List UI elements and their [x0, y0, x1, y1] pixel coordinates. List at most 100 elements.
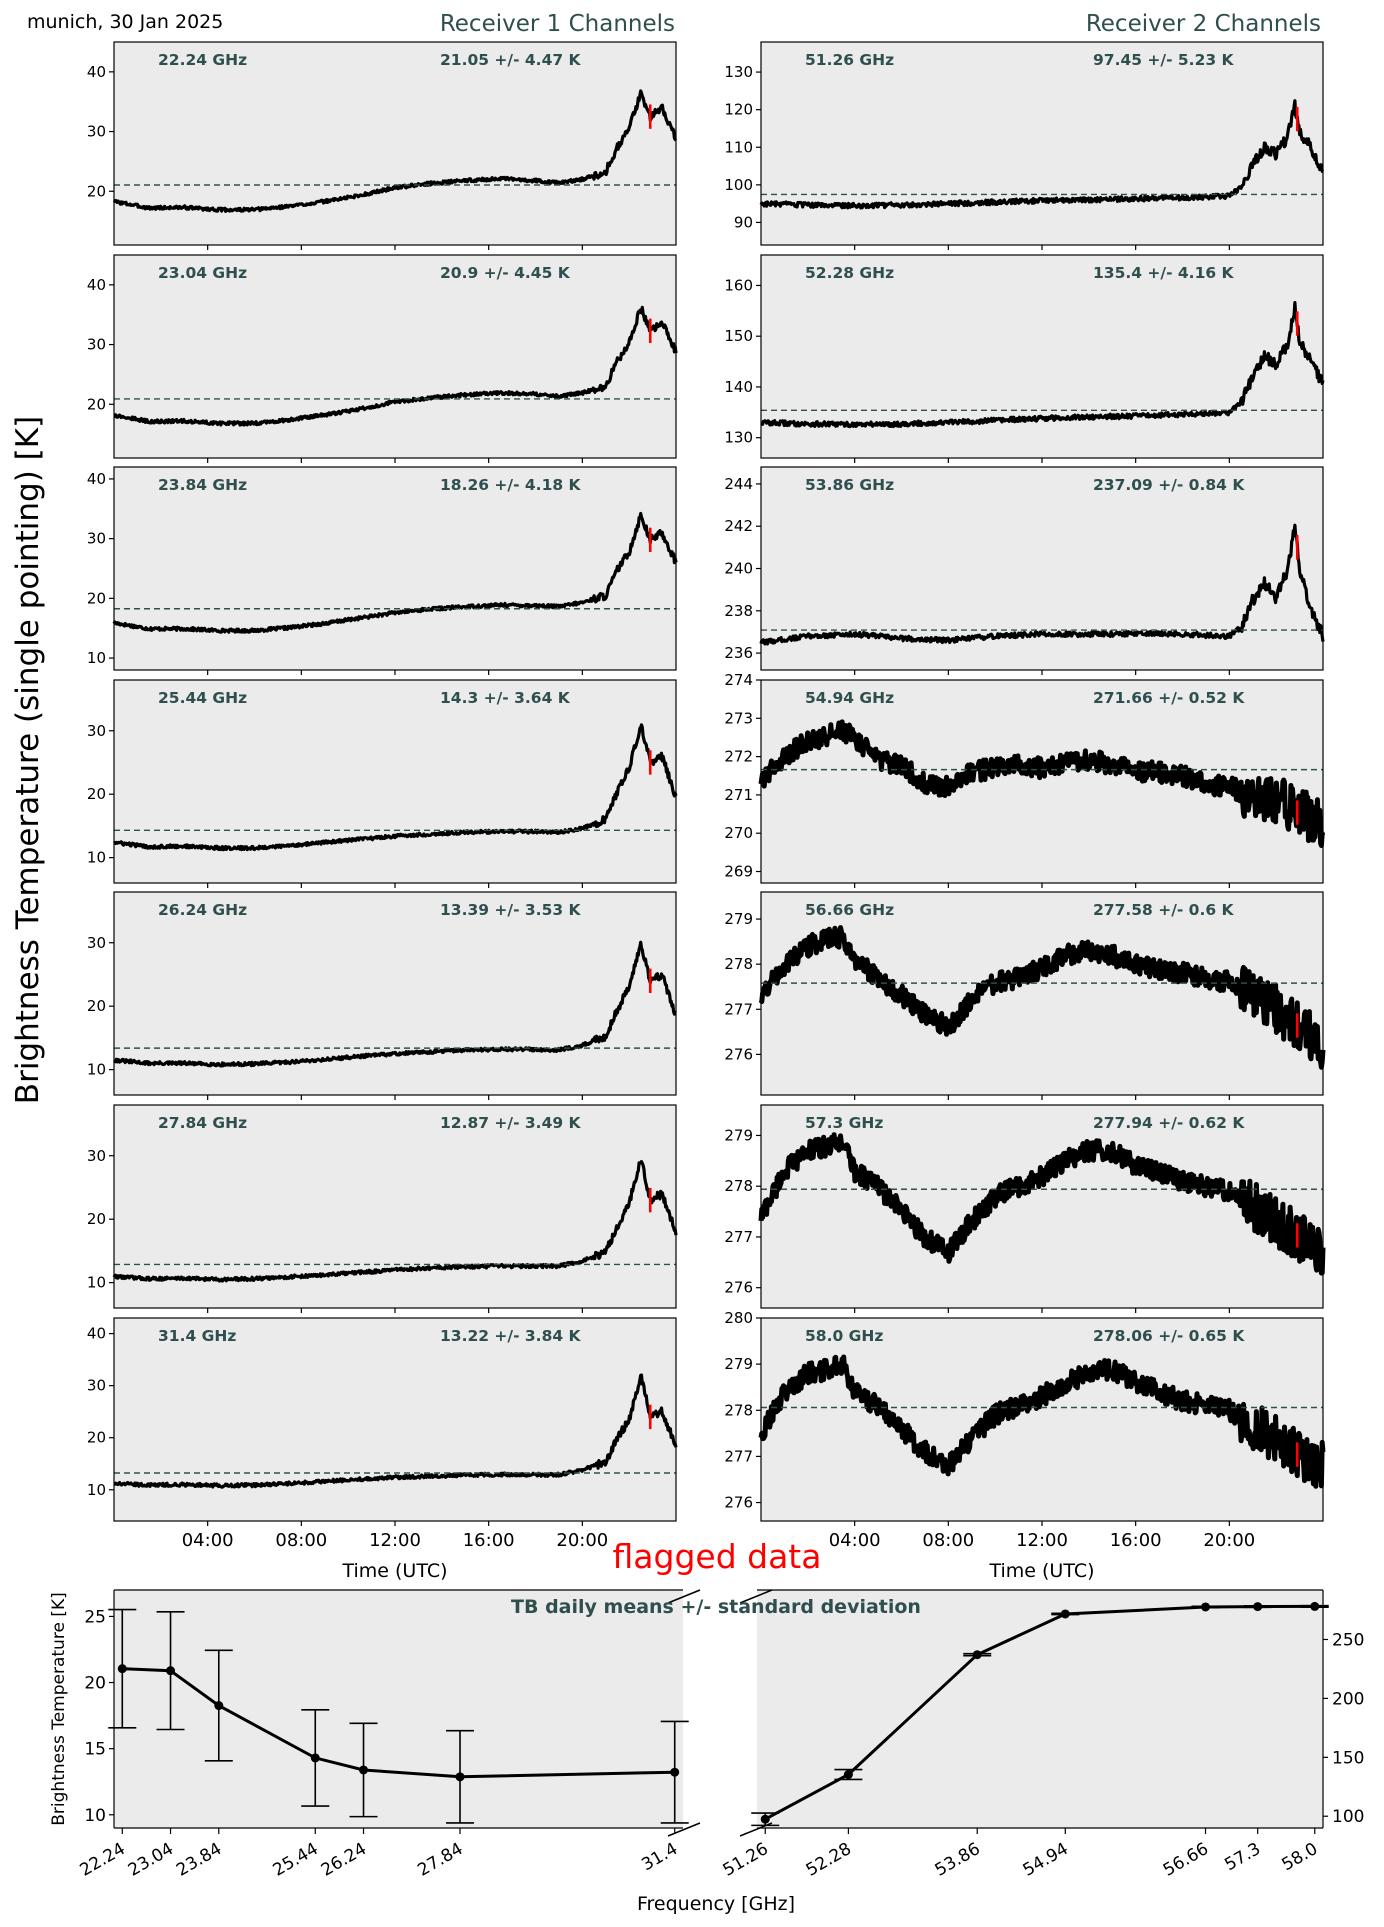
receiver2-errorbar [963, 1650, 992, 1660]
y-tick-label: 25 [84, 1607, 106, 1627]
channel-stat-label: 271.66 +/- 0.52 K [1093, 689, 1245, 707]
receiver2-point [1310, 1601, 1320, 1611]
y-tick-label: 160 [724, 276, 753, 294]
y-tick-label: 30 [87, 934, 106, 952]
receiver2-errorbar [1243, 1602, 1272, 1612]
panel-1-6: 10 20 30 27.84 GHz 12.87 +/- 3.49 K [87, 1104, 678, 1313]
brightness-trace [112, 1160, 678, 1283]
panel-2-4: 269 270 271 272 273 274 54.94 GHz 271.66 +/- 0.… [724, 671, 1326, 888]
panel-1-7: 10 20 30 40 04:00 08:00 12:00 16:00 20:00 31.4 GH… [87, 1317, 678, 1551]
y-tick-label: 120 [724, 101, 753, 119]
brightness-trace [760, 301, 1325, 429]
y-tick-label: 276 [724, 1494, 753, 1512]
y-tick-label: 278 [724, 1401, 753, 1419]
frequency-tick-label: 54.94 [1020, 1839, 1072, 1881]
channel-frequency-label: 57.3 GHz [805, 1114, 883, 1132]
receiver2-errorbar [751, 1812, 780, 1827]
y-tick-label: 20 [87, 589, 106, 607]
y-tick-label: 40 [87, 1325, 106, 1343]
receiver2-point [843, 1770, 853, 1780]
brightness-trace [758, 925, 1326, 1070]
axis-break-gap [683, 1582, 757, 1836]
panel-1-4: 10 20 30 25.44 GHz 14.3 +/- 3.64 K [87, 679, 678, 888]
frequency-tick-label: 58.0 [1278, 1839, 1321, 1875]
frequency-tick-label: 23.04 [125, 1839, 177, 1881]
frequency-tick-label: 23.84 [173, 1839, 225, 1881]
receiver1-title: Receiver 1 Channels [440, 11, 675, 37]
y-tick-label: 30 [87, 530, 106, 548]
receiver1-point [359, 1765, 369, 1775]
timeseries-panels: 20 30 40 22.24 GHz 21.05 +/- 4.47 K 20 30 40 23.… [87, 41, 1326, 1582]
channel-frequency-label: 23.04 GHz [158, 264, 247, 282]
brightness-trace [113, 1373, 678, 1489]
x-tick-label: 16:00 [463, 1530, 515, 1551]
y-tick-label: 20 [87, 997, 106, 1015]
x-axis-label: Time (UTC) [988, 1560, 1094, 1582]
panel-background [114, 680, 676, 883]
summary-ylabel: Brightness Temperature [K] [49, 1592, 69, 1825]
y-tick-label: 273 [724, 709, 753, 727]
y-tick-label: 244 [724, 475, 753, 493]
y-tick-label: 276 [724, 1045, 753, 1063]
panel-background [114, 467, 676, 670]
channel-stat-label: 14.3 +/- 3.64 K [440, 689, 571, 707]
channel-frequency-label: 52.28 GHz [805, 264, 894, 282]
channel-stat-label: 18.26 +/- 4.18 K [440, 476, 582, 494]
axis-break-mark [667, 1589, 701, 1604]
y-tick-label: 250 [1332, 1630, 1364, 1650]
channel-stat-label: 12.87 +/- 3.49 K [440, 1114, 582, 1132]
y-tick-label: 278 [724, 1177, 753, 1195]
receiver2-errorbar [1191, 1602, 1220, 1612]
frequency-tick-label: 25.44 [270, 1839, 322, 1881]
flagged-data-label: flagged data [613, 1537, 822, 1576]
channel-frequency-label: 31.4 GHz [158, 1327, 236, 1345]
receiver2-title: Receiver 2 Channels [1086, 11, 1321, 37]
panel-2-7: 276 277 278 279 280 04:00 08:00 12:00 16:00 20:00… [724, 1309, 1326, 1551]
receiver2-errorbar [1300, 1601, 1329, 1611]
y-tick-label: 270 [724, 824, 753, 842]
y-tick-label: 276 [724, 1279, 753, 1297]
channel-stat-label: 20.9 +/- 4.45 K [440, 264, 571, 282]
y-tick-label: 271 [724, 786, 753, 804]
channel-frequency-label: 22.24 GHz [158, 51, 247, 69]
panel-background [761, 1105, 1323, 1308]
receiver1-point [455, 1772, 465, 1782]
channel-frequency-label: 25.44 GHz [158, 689, 247, 707]
y-tick-label: 10 [87, 1061, 106, 1079]
frequency-tick-label: 51.26 [720, 1839, 772, 1881]
frequency-tick-label: 53.86 [932, 1839, 984, 1881]
brightness-trace [113, 305, 678, 427]
channel-stat-label: 277.58 +/- 0.6 K [1093, 901, 1235, 919]
brightness-trace [113, 723, 678, 852]
channel-stat-label: 21.05 +/- 4.47 K [440, 51, 582, 69]
brightness-trace [759, 523, 1325, 646]
receiver2-errorbar [1051, 1609, 1080, 1619]
channel-stat-label: 277.94 +/- 0.62 K [1093, 1114, 1245, 1132]
frequency-tick-label: 22.24 [77, 1839, 129, 1881]
panel-background [114, 255, 676, 458]
panel-2-2: 130 140 150 160 52.28 GHz 135.4 +/- 4.16 K [724, 254, 1325, 463]
y-tick-label: 100 [1332, 1807, 1364, 1827]
x-tick-label: 12:00 [369, 1530, 421, 1551]
y-tick-label: 279 [724, 1126, 753, 1144]
x-axis-label: Time (UTC) [341, 1560, 447, 1582]
x-tick-label: 08:00 [922, 1530, 974, 1551]
channel-stat-label: 13.22 +/- 3.84 K [440, 1327, 582, 1345]
y-tick-label: 10 [84, 1806, 106, 1826]
y-tick-label: 100 [724, 176, 753, 194]
x-tick-label: 16:00 [1110, 1530, 1162, 1551]
receiver2-point [1253, 1602, 1263, 1612]
y-tick-label: 279 [724, 1355, 753, 1373]
y-tick-label: 238 [724, 602, 753, 620]
y-tick-label: 40 [87, 276, 106, 294]
frequency-tick-label: 52.28 [803, 1839, 855, 1881]
panel-background [114, 42, 676, 245]
y-tick-label: 236 [724, 644, 753, 662]
y-tick-label: 110 [724, 138, 753, 156]
x-tick-label: 04:00 [829, 1530, 881, 1551]
frequency-tick-label: 31.4 [638, 1839, 681, 1875]
brightness-trace [112, 89, 678, 213]
x-tick-label: 08:00 [275, 1530, 327, 1551]
receiver2-errorbar [834, 1768, 863, 1781]
